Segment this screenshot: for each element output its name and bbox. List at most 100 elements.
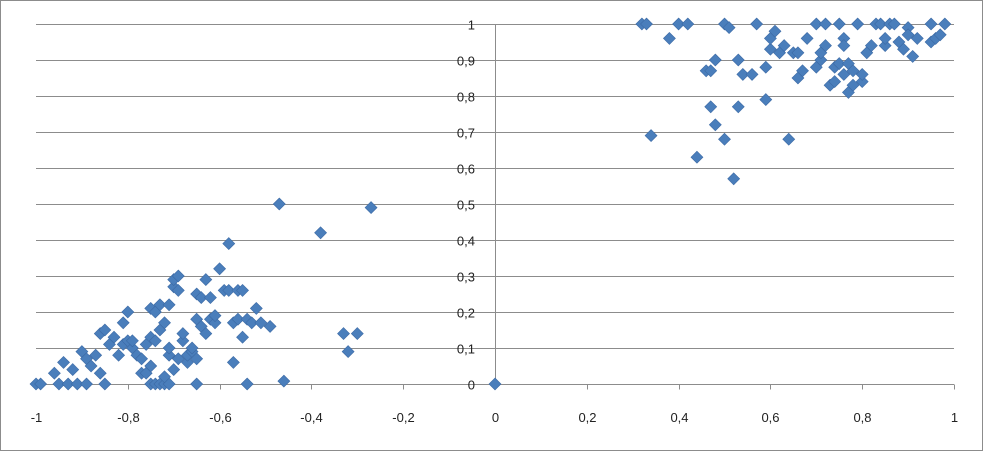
data-point: [144, 359, 158, 373]
data-point: [80, 377, 93, 391]
data-point: [190, 377, 204, 391]
data-point: [153, 298, 167, 312]
data-point: [222, 237, 236, 251]
data-point: [34, 377, 48, 391]
data-point: [176, 334, 190, 348]
data-point: [837, 67, 851, 81]
data-point: [855, 67, 869, 81]
data-point: [846, 64, 860, 78]
data-point: [190, 352, 204, 366]
x-tick-labels: -1 -0,8 -0,6 -0,4 -0,2 0 0,2 0,4 0,6 0,8 1: [31, 410, 958, 425]
x-tick-label: 0: [492, 410, 499, 425]
data-point: [800, 31, 814, 45]
data-point: [341, 345, 355, 359]
data-point: [314, 226, 328, 240]
data-point: [846, 78, 860, 92]
data-point: [832, 17, 846, 31]
data-point: [66, 363, 80, 377]
x-tick-label: -0,6: [209, 410, 231, 425]
data-point: [727, 172, 741, 186]
data-point: [277, 374, 291, 388]
y-tick-label: 0,1: [457, 342, 475, 357]
data-point: [731, 100, 745, 114]
data-point: [181, 355, 194, 369]
data-point: [263, 319, 277, 333]
data-point: [644, 129, 658, 143]
y-tick-label: 0,3: [457, 270, 475, 285]
data-point: [832, 57, 846, 71]
y-tick-label: 0: [468, 378, 475, 393]
x-tick-label: 0,4: [670, 410, 688, 425]
data-point: [759, 93, 773, 107]
data-point: [249, 301, 263, 315]
data-point: [272, 197, 286, 211]
data-point: [672, 17, 686, 31]
data-point: [731, 53, 745, 67]
x-tick-label: 1: [951, 410, 958, 425]
data-point: [245, 316, 259, 330]
data-point: [704, 64, 718, 78]
data-point: [162, 341, 176, 355]
data-point: [162, 348, 176, 362]
data-point: [488, 377, 502, 391]
data-point: [708, 118, 722, 132]
data-point: [662, 31, 676, 45]
data-point: [906, 49, 920, 63]
data-point: [213, 262, 227, 276]
data-point: [84, 359, 98, 373]
x-tick-label: -0,2: [392, 410, 414, 425]
x-tick-label: 0,8: [853, 410, 871, 425]
data-point: [98, 323, 112, 337]
data-point: [236, 330, 249, 344]
x-tick-label: -0,8: [117, 410, 139, 425]
y-tick-label: 0,5: [457, 198, 475, 213]
data-point: [70, 377, 84, 391]
data-point: [938, 17, 952, 31]
data-point: [750, 17, 764, 31]
data-point: [254, 316, 268, 330]
data-point: [107, 330, 121, 344]
data-point: [135, 352, 148, 366]
data-point: [901, 28, 915, 42]
data-point: [112, 348, 126, 362]
data-point: [121, 305, 135, 319]
data-point: [52, 377, 66, 391]
data-point: [57, 355, 70, 369]
data-point: [736, 67, 750, 81]
data-point: [199, 327, 213, 341]
y-tick-label: 0,9: [457, 54, 475, 69]
x-tick-label: 0,6: [761, 410, 779, 425]
y-tick-label: 0,6: [457, 162, 475, 177]
data-point: [176, 327, 190, 341]
data-point: [203, 291, 217, 305]
data-point: [782, 132, 796, 146]
data-point: [819, 17, 832, 31]
data-point: [240, 377, 254, 391]
data-point: [809, 17, 823, 31]
data-point: [851, 17, 865, 31]
data-points: [29, 17, 952, 391]
data-point: [199, 273, 213, 287]
data-point: [98, 377, 112, 391]
data-point: [910, 31, 924, 45]
data-point: [814, 53, 828, 67]
data-point: [878, 39, 892, 53]
data-point: [158, 316, 171, 330]
data-point: [364, 201, 378, 215]
y-tick-labels: 0 0,1 0,2 0,3 0,4 0,5 0,6 0,7 0,8 0,9 1: [457, 18, 475, 393]
data-point: [171, 269, 185, 283]
data-point: [226, 355, 240, 369]
data-point: [162, 298, 176, 312]
data-point: [350, 327, 364, 341]
data-point: [148, 334, 162, 348]
data-point: [874, 17, 887, 31]
data-point: [194, 291, 208, 305]
data-point: [171, 352, 185, 366]
data-point: [125, 334, 139, 348]
data-point: [791, 46, 805, 60]
data-point: [933, 28, 947, 42]
data-point: [208, 309, 222, 323]
data-point: [708, 53, 722, 67]
